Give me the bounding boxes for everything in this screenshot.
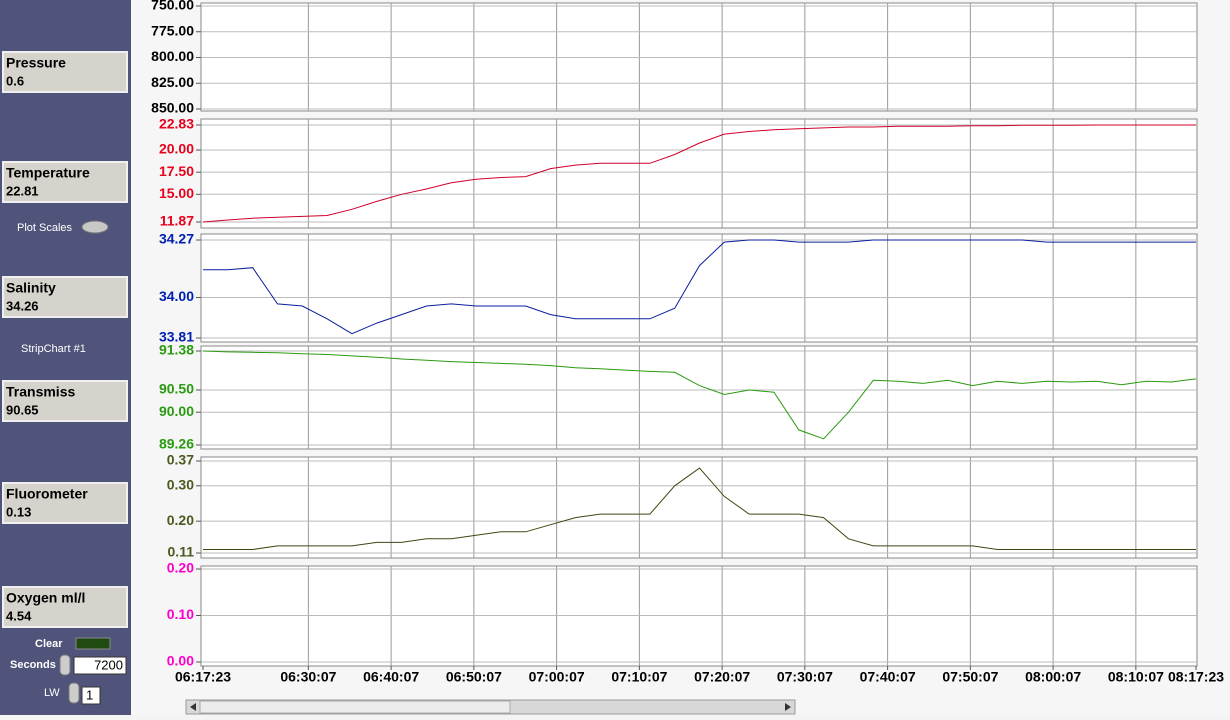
y-tick-label: 775.00 xyxy=(151,22,194,38)
x-tick-label: 07:20:07 xyxy=(694,669,750,685)
plot-scales-toggle[interactable] xyxy=(81,220,109,234)
x-tick-label: 08:17:23 xyxy=(1168,669,1224,685)
y-tick-label: 0.20 xyxy=(167,560,194,576)
y-tick-label: 0.00 xyxy=(167,653,194,669)
y-tick-label: 20.00 xyxy=(159,141,194,157)
lw-spinner[interactable] xyxy=(68,682,80,704)
plot-box xyxy=(200,456,1198,559)
y-tick-label: 34.27 xyxy=(159,231,194,247)
y-tick-label: 17.50 xyxy=(159,163,194,179)
x-tick-label: 07:00:07 xyxy=(529,669,585,685)
y-tick-label: 15.00 xyxy=(159,185,194,201)
readout-value: 0.6 xyxy=(6,73,24,88)
x-tick-label: 06:50:07 xyxy=(446,669,502,685)
readout-value: 4.54 xyxy=(6,608,32,623)
x-tick-label: 08:10:07 xyxy=(1108,669,1164,685)
plot-box xyxy=(200,233,1198,343)
readout-value: 90.65 xyxy=(6,402,39,417)
readout-label: Temperature xyxy=(6,165,90,181)
lw-input[interactable] xyxy=(81,686,101,705)
plot-box xyxy=(200,345,1198,450)
y-tick-label: 89.26 xyxy=(159,436,194,452)
y-tick-label: 850.00 xyxy=(151,100,194,116)
y-tick-label: 90.50 xyxy=(159,381,194,397)
readouts: Pressure 0.6 Temperature 22.81 Salinity 34.26… xyxy=(2,51,128,628)
readout-label: Pressure xyxy=(6,55,66,71)
lw-value: 1 xyxy=(86,687,93,702)
y-tick-label: 800.00 xyxy=(151,48,194,64)
y-tick-label: 0.20 xyxy=(167,512,194,528)
seconds-label: Seconds xyxy=(10,659,56,671)
readout-box xyxy=(2,586,128,628)
data-line xyxy=(203,239,1196,335)
readout-box xyxy=(2,380,128,422)
x-tick-label: 07:30:07 xyxy=(777,669,833,685)
plot-scales-label: Plot Scales xyxy=(17,222,73,234)
clear-button[interactable] xyxy=(75,637,111,650)
readout-value: 0.13 xyxy=(6,504,31,519)
x-tick-label: 07:10:07 xyxy=(611,669,667,685)
x-tick-label: 06:17:23 xyxy=(175,669,231,685)
y-tick-label: 34.00 xyxy=(159,288,194,304)
x-tick-label: 06:40:07 xyxy=(363,669,419,685)
readout-box xyxy=(2,276,128,318)
y-tick-label: 91.38 xyxy=(159,342,194,358)
readout-label: Oxygen ml/l xyxy=(6,590,85,606)
x-tick-label: 08:00:07 xyxy=(1025,669,1081,685)
data-line xyxy=(202,124,1196,223)
y-tick-label: 33.81 xyxy=(159,329,194,345)
readout-box xyxy=(2,51,128,93)
y-tick-label: 90.00 xyxy=(159,403,194,419)
seconds-input[interactable] xyxy=(73,656,127,675)
readout-label: Salinity xyxy=(6,280,56,296)
lw-label: LW xyxy=(44,687,60,699)
seconds-spinner[interactable] xyxy=(59,654,71,676)
readout-label: Transmiss xyxy=(6,384,75,400)
readout-box xyxy=(2,482,128,524)
clear-label: Clear xyxy=(35,638,63,650)
y-tick-label: 11.87 xyxy=(160,213,194,229)
y-tick-label: 0.11 xyxy=(168,544,195,560)
y-tick-label: 0.30 xyxy=(167,476,194,492)
y-tick-label: 0.10 xyxy=(167,606,194,622)
stripchart-label: StripChart #1 xyxy=(21,343,86,355)
readout-value: 34.26 xyxy=(6,298,39,313)
data-line xyxy=(203,467,1196,550)
y-tick-label: 750.00 xyxy=(151,0,194,13)
data-line xyxy=(202,350,1197,440)
x-tick-label: 06:30:07 xyxy=(280,669,336,685)
scroll-thumb[interactable] xyxy=(199,700,511,714)
readout-value: 22.81 xyxy=(6,183,39,198)
y-tick-label: 825.00 xyxy=(151,74,194,90)
y-tick-label: 22.83 xyxy=(159,116,194,132)
seconds-value: 7200 xyxy=(94,657,123,672)
plot-box xyxy=(200,118,1198,229)
readout-box xyxy=(2,161,128,203)
x-tick-label: 07:40:07 xyxy=(860,669,916,685)
y-tick-label: 0.37 xyxy=(167,452,194,468)
x-tick-label: 07:50:07 xyxy=(942,669,998,685)
readout-label: Fluorometer xyxy=(6,486,88,502)
